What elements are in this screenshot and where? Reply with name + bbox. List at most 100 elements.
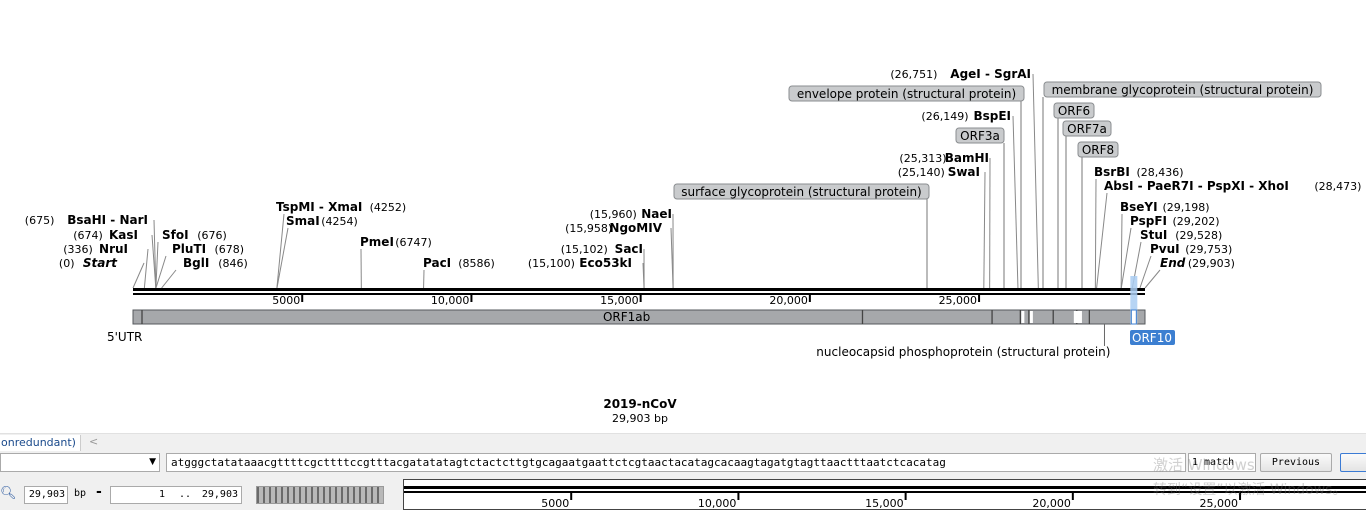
range-start: 1 bbox=[159, 487, 165, 503]
ruler-tick-label: 25,000 bbox=[939, 294, 978, 307]
feature-label: ORF7a bbox=[1067, 122, 1107, 136]
site-name: BsaHI - NarI bbox=[67, 213, 148, 227]
site-name: AgeI - SgrAI bbox=[950, 67, 1031, 81]
site-position: (26,751) bbox=[890, 68, 937, 81]
activation-watermark-subtitle: 转到“设置”以激活 Windows。 bbox=[1153, 479, 1346, 499]
restriction-sites-layer: BsaHI - NarI(675)KasI(674)NruI(336)Start… bbox=[25, 67, 1362, 288]
site-position: (29,528) bbox=[1175, 229, 1222, 242]
feature-label: ORF3a bbox=[960, 129, 1000, 143]
site-leader bbox=[277, 228, 288, 288]
site-name: BamHI bbox=[945, 151, 989, 165]
feature-label: ORF6 bbox=[1058, 104, 1090, 118]
site-position: (26,149) bbox=[921, 110, 968, 123]
site-position: (846) bbox=[218, 257, 248, 270]
site-position: (29,753) bbox=[1185, 243, 1232, 256]
site-leader bbox=[1095, 179, 1096, 288]
site-name: BspEI bbox=[973, 109, 1011, 123]
range-field[interactable]: 1 .. 29,903 bbox=[110, 486, 242, 504]
ruler-tick-label: 10,000 bbox=[431, 294, 470, 307]
sequence-title: 2019-nCoV bbox=[603, 397, 677, 411]
minimap-tick-label: 15,000 bbox=[865, 497, 904, 509]
previous-button[interactable]: Previous bbox=[1260, 453, 1332, 472]
range-separator: - bbox=[96, 484, 102, 500]
site-position: (4252) bbox=[370, 201, 407, 214]
sequence-search-input[interactable]: atgggctatataaacgttttcgcttttccgtttacgatat… bbox=[166, 453, 1186, 472]
site-name: PacI bbox=[423, 256, 451, 270]
site-leader bbox=[1033, 74, 1038, 288]
site-name: SmaI bbox=[286, 214, 320, 228]
site-position: (678) bbox=[215, 243, 245, 256]
site-name: PmeI bbox=[360, 235, 394, 249]
site-position: (336) bbox=[63, 243, 93, 256]
sequence-length: 29,903 bp bbox=[612, 412, 668, 425]
ruler-tick-label: 20,000 bbox=[769, 294, 808, 307]
feature-label: surface glycoprotein (structural protein… bbox=[681, 185, 922, 199]
range-end: 29,903 bbox=[202, 487, 238, 503]
search-scope-dropdown[interactable]: ▼ bbox=[0, 453, 160, 472]
backbone-top-line bbox=[133, 288, 1145, 291]
site-position: (29,903) bbox=[1188, 257, 1235, 270]
site-name: SwaI bbox=[948, 165, 980, 179]
site-leader bbox=[1013, 116, 1018, 288]
site-leader bbox=[1121, 228, 1131, 288]
sequence-map[interactable]: BsaHI - NarI(675)KasI(674)NruI(336)Start… bbox=[0, 0, 1366, 430]
site-position: (28,436) bbox=[1137, 166, 1184, 179]
length-unit: bp bbox=[74, 488, 86, 499]
gene-gap bbox=[1030, 311, 1033, 323]
gene-gap bbox=[1074, 311, 1082, 323]
site-leader bbox=[1145, 270, 1160, 288]
next-button[interactable] bbox=[1340, 453, 1366, 472]
site-leader bbox=[144, 249, 148, 288]
site-position: (8586) bbox=[458, 257, 495, 270]
tab-scroll-left-icon[interactable]: < bbox=[89, 435, 98, 448]
utr-label: 5'UTR bbox=[107, 330, 142, 344]
feature-label: membrane glycoprotein (structural protei… bbox=[1052, 83, 1314, 97]
zoom-slider[interactable] bbox=[256, 486, 384, 504]
site-position: (676) bbox=[197, 229, 227, 242]
site-position: (674) bbox=[73, 229, 103, 242]
site-name: PvuI bbox=[1150, 242, 1180, 256]
site-position: (15,958) bbox=[565, 222, 612, 235]
site-name: NruI bbox=[99, 242, 128, 256]
site-leader bbox=[1097, 193, 1107, 288]
site-name: TspMI - XmaI bbox=[276, 200, 362, 214]
tab-strip: onredundant) < bbox=[0, 433, 1366, 452]
orf10-block bbox=[1131, 310, 1136, 324]
site-name: PspFI bbox=[1130, 214, 1167, 228]
site-name: BsrBI bbox=[1094, 165, 1130, 179]
site-name: Start bbox=[83, 256, 118, 270]
site-name: SacI bbox=[615, 242, 643, 256]
tab-nonredundant[interactable]: onredundant) bbox=[0, 435, 81, 451]
site-name: PluTI bbox=[172, 242, 206, 256]
site-position: (28,473) bbox=[1314, 180, 1361, 193]
site-name: SfoI bbox=[162, 228, 189, 242]
site-position: (29,202) bbox=[1173, 215, 1220, 228]
minimap-tick-label: 10,000 bbox=[698, 497, 737, 509]
site-position: (6747) bbox=[395, 236, 432, 249]
ruler-tick-label: 15,000 bbox=[600, 294, 639, 307]
feature-label: envelope protein (structural protein) bbox=[797, 87, 1016, 101]
site-leader bbox=[984, 172, 985, 288]
orf1ab-label: ORF1ab bbox=[603, 310, 650, 324]
range-dots: .. bbox=[179, 487, 191, 503]
site-name: KasI bbox=[109, 228, 138, 242]
activation-watermark: 激活 Windows bbox=[1153, 454, 1255, 475]
site-leader bbox=[162, 270, 176, 288]
nucleocapsid-label: nucleocapsid phosphoprotein (structural … bbox=[816, 345, 1110, 359]
zoom-icon[interactable]: 🔍︎ bbox=[0, 486, 17, 501]
site-position: (25,313) bbox=[899, 152, 946, 165]
chevron-down-icon: ▼ bbox=[149, 457, 156, 467]
site-name: NaeI bbox=[641, 207, 672, 221]
feature-label: ORF8 bbox=[1082, 143, 1114, 157]
site-name: End bbox=[1160, 256, 1186, 270]
site-name: Eco53kI bbox=[579, 256, 632, 270]
site-position: (4254) bbox=[321, 215, 358, 228]
site-name: StuI bbox=[1140, 228, 1167, 242]
gene-gap bbox=[1021, 311, 1024, 323]
orf10-label: ORF10 bbox=[1132, 331, 1172, 345]
site-leader bbox=[277, 214, 284, 288]
minimap-tick-label: 20,000 bbox=[1032, 497, 1071, 509]
sequence-length-field[interactable]: 29,903 bbox=[24, 486, 68, 504]
site-position: (29,198) bbox=[1163, 201, 1210, 214]
